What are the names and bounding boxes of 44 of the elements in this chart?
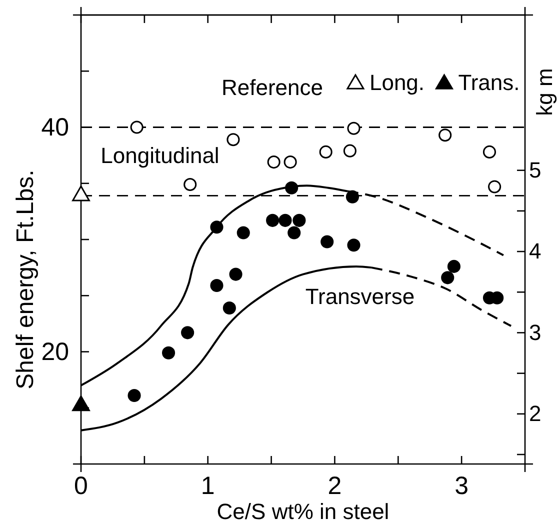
point: [236, 226, 250, 240]
y-tick-label: 20: [41, 338, 69, 366]
point: [222, 301, 236, 314]
legend-label: Long.: [369, 70, 425, 95]
point: [266, 214, 280, 227]
y2-tick-label: 4: [529, 238, 542, 264]
legend-label: Trans.: [458, 70, 520, 95]
y2-tick-label: 2: [529, 400, 542, 426]
point: [347, 238, 360, 252]
point: [441, 271, 454, 284]
y-axis-title: Shelf energy, Ft.Lbs.: [12, 170, 39, 390]
point: [482, 145, 496, 158]
x-tick-label: 2: [328, 472, 342, 500]
annotation: Transverse: [305, 284, 415, 309]
point: [320, 235, 334, 248]
x-tick-label: 3: [454, 472, 469, 500]
point: [267, 156, 280, 169]
point: [229, 268, 242, 281]
point: [284, 156, 297, 169]
point: [343, 144, 356, 158]
point: [319, 145, 332, 158]
x-axis-title: Ce/S wt% in steel: [216, 499, 390, 524]
annotation: Longitudinal: [100, 142, 220, 168]
point: [447, 260, 460, 273]
point: [347, 122, 360, 135]
point: [181, 326, 194, 340]
y2-tick-label: 5: [529, 157, 542, 182]
point: [128, 389, 141, 402]
point: [278, 214, 292, 227]
point: [130, 120, 144, 134]
y-tick-label: 40: [41, 113, 69, 142]
x-tick-label: 1: [200, 472, 215, 500]
point: [226, 133, 240, 146]
point: [162, 346, 176, 360]
point: [438, 128, 452, 142]
y2-axis-title: kg m: [532, 68, 557, 116]
point: [292, 214, 306, 227]
y2-tick-label: 3: [529, 320, 542, 345]
x-tick-label: 0: [74, 472, 88, 500]
point: [288, 226, 301, 240]
point: [488, 180, 502, 194]
point: [210, 279, 224, 292]
point: [184, 178, 197, 192]
legend-title: Reference: [221, 75, 323, 100]
